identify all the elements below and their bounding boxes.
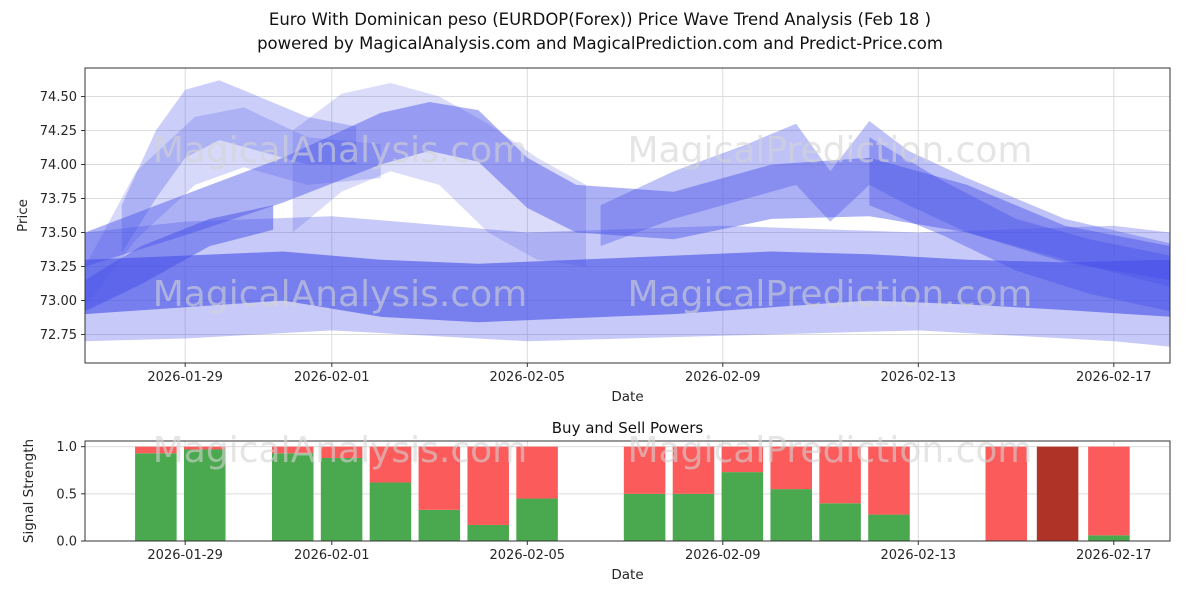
buy-bar-7 [516, 498, 558, 541]
trend-band-hump-light [292, 83, 586, 267]
plot-border [84, 440, 1171, 542]
trend-band-descend-tail [869, 137, 1170, 312]
sell-bar-14 [985, 446, 1028, 541]
x-axis-label: Date [611, 567, 643, 583]
y-tick-label: 73.25 [40, 260, 77, 275]
y-tick-label: 74.25 [40, 124, 77, 139]
x-tick-label: 2026-02-09 [685, 370, 761, 385]
sell-bar-0 [135, 446, 177, 454]
sell-bar-3 [320, 446, 363, 458]
sell-bar-9 [672, 446, 715, 494]
y-tick-label: 73.00 [40, 294, 77, 309]
signal-chart-title: Buy and Sell Powers [552, 419, 704, 437]
x-tick-label: 2026-02-17 [1076, 548, 1152, 563]
buy-bar-5 [418, 509, 461, 541]
trend-band-right-hump [600, 121, 1170, 287]
y-tick-label: 74.00 [40, 158, 77, 173]
sell-bar-13 [868, 446, 910, 515]
watermark-analysis-text: MagicalAnalysis.com [153, 274, 527, 315]
buy-bar-6 [467, 524, 509, 541]
buy-bar-2 [271, 453, 314, 541]
chart-subtitle: powered by MagicalAnalysis.com and Magic… [257, 34, 943, 53]
sell-bar-12 [819, 446, 861, 504]
watermark-prediction-text: MagicalPrediction.com [628, 430, 1033, 471]
sell-bar-4 [369, 446, 412, 483]
x-tick-label: 2026-02-17 [1076, 370, 1152, 385]
x-tick-label: 2026-02-01 [294, 548, 370, 563]
trend-band-dark-core [85, 251, 1170, 323]
sell-bar-15 [1036, 446, 1079, 541]
y-tick-label: 73.50 [40, 226, 77, 241]
buy-bar-1 [183, 449, 226, 541]
trend-band-left-spike-a [121, 80, 357, 253]
watermark-prediction-text: MagicalPrediction.com [628, 130, 1033, 171]
x-tick-label: 2026-02-05 [490, 370, 566, 385]
sell-bar-8 [623, 446, 666, 494]
y-tick-label: 72.75 [40, 328, 77, 343]
sell-bar-1 [183, 446, 226, 450]
sell-bar-16 [1088, 446, 1130, 536]
plot-border [84, 67, 1171, 364]
y-tick-label: 74.50 [40, 90, 77, 105]
sell-bar-7 [516, 446, 558, 499]
x-tick-label: 2026-02-01 [294, 370, 370, 385]
x-tick-label: 2026-02-13 [881, 370, 957, 385]
x-tick-label: 2026-02-13 [881, 548, 957, 563]
y-tick-label: 73.75 [40, 192, 77, 207]
x-tick-label: 2026-01-29 [147, 548, 223, 563]
y-axis-label: Signal Strength [21, 439, 37, 543]
sell-bar-2 [271, 446, 314, 454]
buy-bar-16 [1088, 535, 1130, 541]
buy-bar-9 [672, 493, 715, 541]
buy-bar-8 [623, 493, 666, 541]
y-tick-label: 1.0 [56, 440, 77, 455]
buy-bar-13 [868, 514, 910, 541]
x-tick-label: 2026-02-05 [490, 548, 566, 563]
buy-bar-11 [770, 489, 812, 541]
buy-bar-3 [320, 457, 363, 541]
trend-band-left-spike-b [85, 107, 381, 308]
y-axis-label: Price [15, 199, 31, 232]
watermark-prediction-text: MagicalPrediction.com [628, 274, 1033, 315]
buy-bar-0 [135, 453, 177, 541]
y-tick-label: 0.5 [56, 487, 77, 502]
sell-bar-5 [418, 446, 461, 510]
chart-title: Euro With Dominican peso (EURDOP(Forex))… [268, 10, 932, 29]
trend-band-mid-band [85, 102, 1170, 281]
buy-bar-10 [721, 472, 764, 541]
buy-bar-12 [819, 503, 861, 541]
buy-bar-4 [369, 482, 412, 541]
watermark-analysis-text: MagicalAnalysis.com [153, 430, 527, 471]
sell-bar-10 [721, 446, 764, 473]
trend-band-left-fan [85, 205, 274, 312]
y-tick-label: 0.0 [56, 535, 77, 550]
watermark-analysis-text: MagicalAnalysis.com [153, 130, 527, 171]
chart-header: Euro With Dominican peso (EURDOP(Forex))… [0, 8, 1200, 56]
x-tick-label: 2026-02-09 [685, 548, 761, 563]
x-tick-label: 2026-01-29 [147, 370, 223, 385]
sell-bar-6 [467, 446, 509, 525]
x-axis-label: Date [611, 389, 643, 405]
sell-bar-11 [770, 446, 812, 490]
